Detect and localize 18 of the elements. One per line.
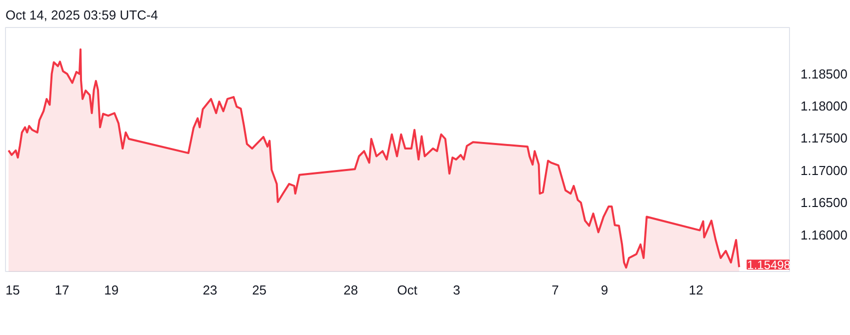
y-tick-label: 1.16500 xyxy=(800,195,848,210)
y-tick-label: 1.17000 xyxy=(800,162,848,178)
x-tick-label: 19 xyxy=(104,282,119,298)
x-tick-label: 3 xyxy=(452,282,460,298)
y-tick-label: 1.18500 xyxy=(800,66,848,82)
text: Oct 14, 2025 03:59 UTC-4 xyxy=(6,8,158,22)
x-tick-label: Oct xyxy=(397,282,418,298)
y-tick-label: 1.17500 xyxy=(800,130,848,146)
x-tick-label: 9 xyxy=(600,282,608,298)
x-tick-label: 17 xyxy=(54,282,70,298)
x-tick-label: 25 xyxy=(252,282,267,298)
x-tick-label: 28 xyxy=(344,282,358,298)
y-tick-label: 1.16000 xyxy=(800,227,848,242)
x-tick-label: 15 xyxy=(5,282,20,298)
y-tick-label: 1.18000 xyxy=(800,98,848,114)
x-tick-label: 23 xyxy=(202,282,218,298)
x-tick-label: 7 xyxy=(552,282,559,298)
x-tick-label: 12 xyxy=(688,282,704,298)
